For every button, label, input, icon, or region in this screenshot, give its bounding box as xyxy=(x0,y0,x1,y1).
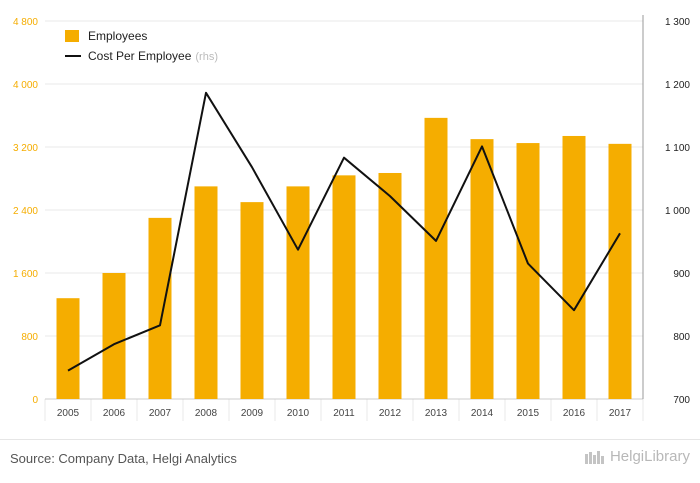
bar xyxy=(194,186,218,399)
y-right-tick-label: 1 000 xyxy=(665,206,690,217)
library-icon xyxy=(584,450,604,464)
bar xyxy=(332,175,356,399)
x-tick-label: 2008 xyxy=(195,408,218,419)
x-tick-label: 2017 xyxy=(609,408,632,419)
x-tick-label: 2006 xyxy=(103,408,126,419)
y-left-tick-label: 1 600 xyxy=(13,269,38,280)
bar xyxy=(148,217,172,399)
y-left-tick-label: 800 xyxy=(21,332,38,343)
x-tick-label: 2011 xyxy=(333,408,355,419)
bar xyxy=(424,117,448,400)
legend-label-cost-per-employee: Cost Per Employee (rhs) xyxy=(88,49,218,63)
footer-divider xyxy=(0,439,700,440)
brand-logo: HelgiLibrary xyxy=(584,448,690,465)
x-tick-label: 2005 xyxy=(57,408,80,419)
y-left-tick-label: 2 400 xyxy=(13,206,38,217)
y-right-tick-label: 900 xyxy=(673,269,690,280)
y-left-tick-label: 0 xyxy=(32,395,38,406)
x-tick-label: 2013 xyxy=(425,408,448,419)
bar xyxy=(56,298,80,399)
x-tick-label: 2015 xyxy=(517,408,540,419)
bar xyxy=(378,172,402,399)
y-right-tick-label: 1 100 xyxy=(665,143,690,154)
line-series-cost-per-employee xyxy=(67,91,621,372)
x-tick-label: 2012 xyxy=(379,408,402,419)
bar xyxy=(286,186,310,399)
bar xyxy=(240,202,264,399)
y-right-tick-label: 700 xyxy=(673,395,690,406)
bar xyxy=(516,143,540,399)
bar xyxy=(608,143,632,399)
source-note: Source: Company Data, Helgi Analytics xyxy=(10,451,237,466)
x-tick-label: 2010 xyxy=(287,408,310,419)
legend-rhs-suffix: (rhs) xyxy=(195,51,218,63)
brand-name: HelgiLibrary xyxy=(609,448,690,465)
y-left-tick-label: 4 000 xyxy=(13,80,38,91)
y-right-tick-label: 800 xyxy=(673,332,690,343)
bar xyxy=(470,139,494,399)
x-tick-label: 2007 xyxy=(149,408,172,419)
bar xyxy=(562,135,586,399)
y-right-tick-label: 1 300 xyxy=(665,17,690,28)
x-tick-label: 2009 xyxy=(241,408,264,419)
chart: 0 700 800 800 1 600 900 2 400 1 000 3 200 1 100 4 … xyxy=(13,15,690,421)
bar xyxy=(102,273,126,399)
legend-label-employees: Employees xyxy=(88,29,147,43)
x-tick-label: 2014 xyxy=(471,408,494,419)
legend-swatch-employees xyxy=(65,30,79,42)
y-right-tick-label: 1 200 xyxy=(665,80,690,91)
y-left-tick-label: 4 800 xyxy=(13,17,38,28)
x-tick-label: 2016 xyxy=(563,408,586,419)
y-left-tick-label: 3 200 xyxy=(13,143,38,154)
